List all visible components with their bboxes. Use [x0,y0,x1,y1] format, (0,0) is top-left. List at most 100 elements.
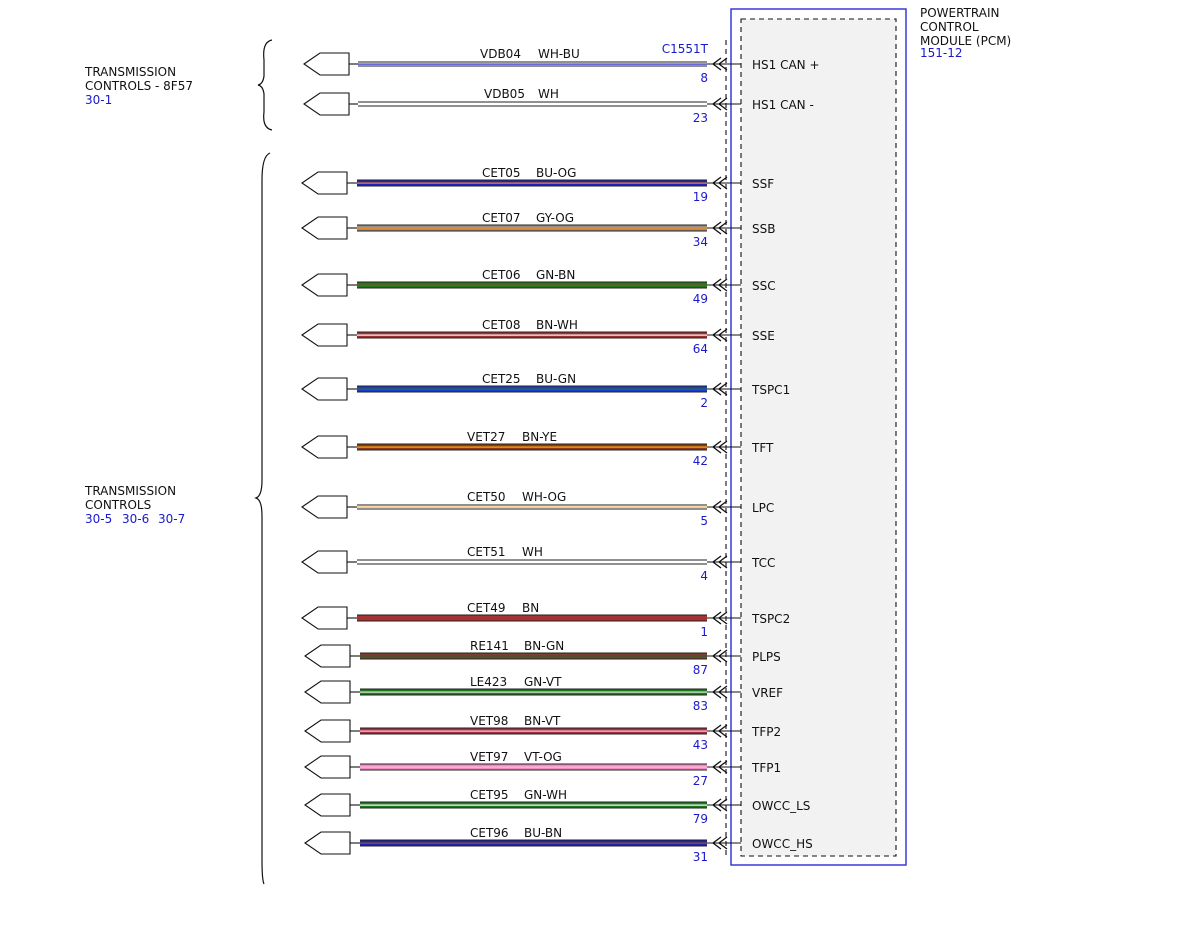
pcm-ref-link[interactable]: 151-12 [920,46,963,60]
pin-number: 42 [693,454,708,468]
pin-number: 43 [693,738,708,752]
pin-number: 2 [700,396,708,410]
color-code-label: GY-OG [536,211,574,225]
inline-connector-icon [303,92,350,116]
wire-vet27[interactable]: VET27 BN-YE 42 TFT [301,430,774,468]
circuit-label: RE141 [470,639,509,653]
pcm-module-inner [740,18,897,857]
pcm-title-line-3: MODULE (PCM) [920,34,1011,48]
wire-stripe-color [360,842,707,844]
group-2-ref-link-2[interactable]: 30-6 [122,512,149,526]
signal-label: TSPC1 [751,383,790,397]
wire-cet51[interactable]: CET51 WH 4 TCC [301,545,775,583]
group-2-ref-link-1[interactable]: 30-5 [85,512,112,526]
inline-connector-icon [301,550,348,574]
signal-label: HS1 CAN + [752,58,820,72]
signal-label: TCC [751,556,775,570]
circuit-label: CET08 [482,318,521,332]
wire-le423[interactable]: LE423 GN-VT 83 VREF [304,675,783,713]
pin-number: 8 [700,71,708,85]
wires-layer: VDB04 WH-BU 8 HS1 CAN + VDB05 WH 23 HS1 CAN - CE… [301,47,820,864]
wire-cet49[interactable]: CET49 BN 1 TSPC2 [301,601,790,639]
pin-number: 31 [693,850,708,864]
circuit-label: LE423 [470,675,507,689]
inline-connector-icon [301,606,348,630]
inline-connector-icon [301,171,348,195]
wire-cet95[interactable]: CET95 GN-WH 79 OWCC_LS [304,788,810,826]
signal-label: TFT [751,441,774,455]
circuit-label: CET05 [482,166,521,180]
group-2-name-line-2: CONTROLS [85,498,151,512]
pin-number: 34 [693,235,708,249]
wire-cet05[interactable]: CET05 BU-OG 19 SSF [301,166,774,204]
connector-label[interactable]: C1551T [662,42,709,56]
color-code-label: BN [522,601,539,615]
group-label-transmission-8f57: TRANSMISSION CONTROLS - 8F57 30-1 [84,65,193,107]
wire-stripe-color [358,63,707,65]
group-1-name-line-2: CONTROLS - 8F57 [85,79,193,93]
pin-number: 83 [693,699,708,713]
circuit-label: CET96 [470,826,509,840]
wire-vet98[interactable]: VET98 BN-VT 43 TFP2 [304,714,781,752]
inline-connector-icon [304,793,351,817]
wire-cet50[interactable]: CET50 WH-OG 5 LPC [301,490,774,528]
wire-stripe-color [360,655,707,657]
pin-number: 64 [693,342,708,356]
wire-re141[interactable]: RE141 BN-GN 87 PLPS [304,639,781,677]
color-code-label: GN-VT [524,675,562,689]
wire-cet08[interactable]: CET08 BN-WH 64 SSE [301,318,775,356]
group-1-ref-link[interactable]: 30-1 [85,93,112,107]
color-code-label: BU-BN [524,826,562,840]
signal-label: SSC [752,279,776,293]
color-code-label: GN-WH [524,788,567,802]
group-1-name-line-1: TRANSMISSION [84,65,176,79]
brace-group-2 [254,152,271,885]
signal-label: HS1 CAN - [752,98,814,112]
signal-label: TFP1 [751,761,781,775]
circuit-label: VET97 [470,750,508,764]
wire-vdb05[interactable]: VDB05 WH 23 HS1 CAN - [303,87,814,125]
circuit-label: CET06 [482,268,521,282]
pin-number: 4 [700,569,708,583]
pin-number: 1 [700,625,708,639]
wire-vet97[interactable]: VET97 VT-OG 27 TFP1 [304,750,781,788]
pcm-title-line-1: POWERTRAIN [920,6,1000,20]
color-code-label: BU-OG [536,166,576,180]
pin-number: 27 [693,774,708,788]
inline-connector-icon [304,719,351,743]
pin-number: 49 [693,292,708,306]
wire-cet06[interactable]: CET06 GN-BN 49 SSC [301,268,776,306]
pcm-title-line-2: CONTROL [920,20,979,34]
group-label-transmission-controls: TRANSMISSION CONTROLS 30-5 30-6 30-7 [84,484,185,526]
group-2-ref-link-3[interactable]: 30-7 [158,512,185,526]
pin-number: 5 [700,514,708,528]
wire-stripe-color [360,730,707,732]
signal-label: TSPC2 [751,612,790,626]
inline-connector-icon [301,323,348,347]
pin-number: 87 [693,663,708,677]
signal-label: PLPS [752,650,781,664]
pin-number: 23 [693,111,708,125]
inline-connector-icon [304,680,351,704]
wire-vdb04[interactable]: VDB04 WH-BU 8 HS1 CAN + [303,47,820,85]
inline-connector-icon [303,52,350,76]
inline-connector-icon [301,273,348,297]
signal-label: LPC [752,501,774,515]
inline-connector-icon [301,495,348,519]
signal-label: OWCC_HS [752,837,813,851]
circuit-label: CET25 [482,372,521,386]
inline-connector-icon [304,831,351,855]
inline-connector-icon [301,435,348,459]
signal-label: VREF [752,686,783,700]
wire-base-color [357,560,707,564]
wire-stripe-color [357,284,707,286]
wire-cet07[interactable]: CET07 GY-OG 34 SSB [301,211,775,249]
color-code-label: BU-GN [536,372,576,386]
color-code-label: WH [538,87,559,101]
wire-cet96[interactable]: CET96 BU-BN 31 OWCC_HS [304,826,813,864]
wire-stripe-color [357,506,707,508]
wire-cet25[interactable]: CET25 BU-GN 2 TSPC1 [301,372,790,410]
color-code-label: WH-OG [522,490,566,504]
color-code-label: BN-YE [522,430,557,444]
